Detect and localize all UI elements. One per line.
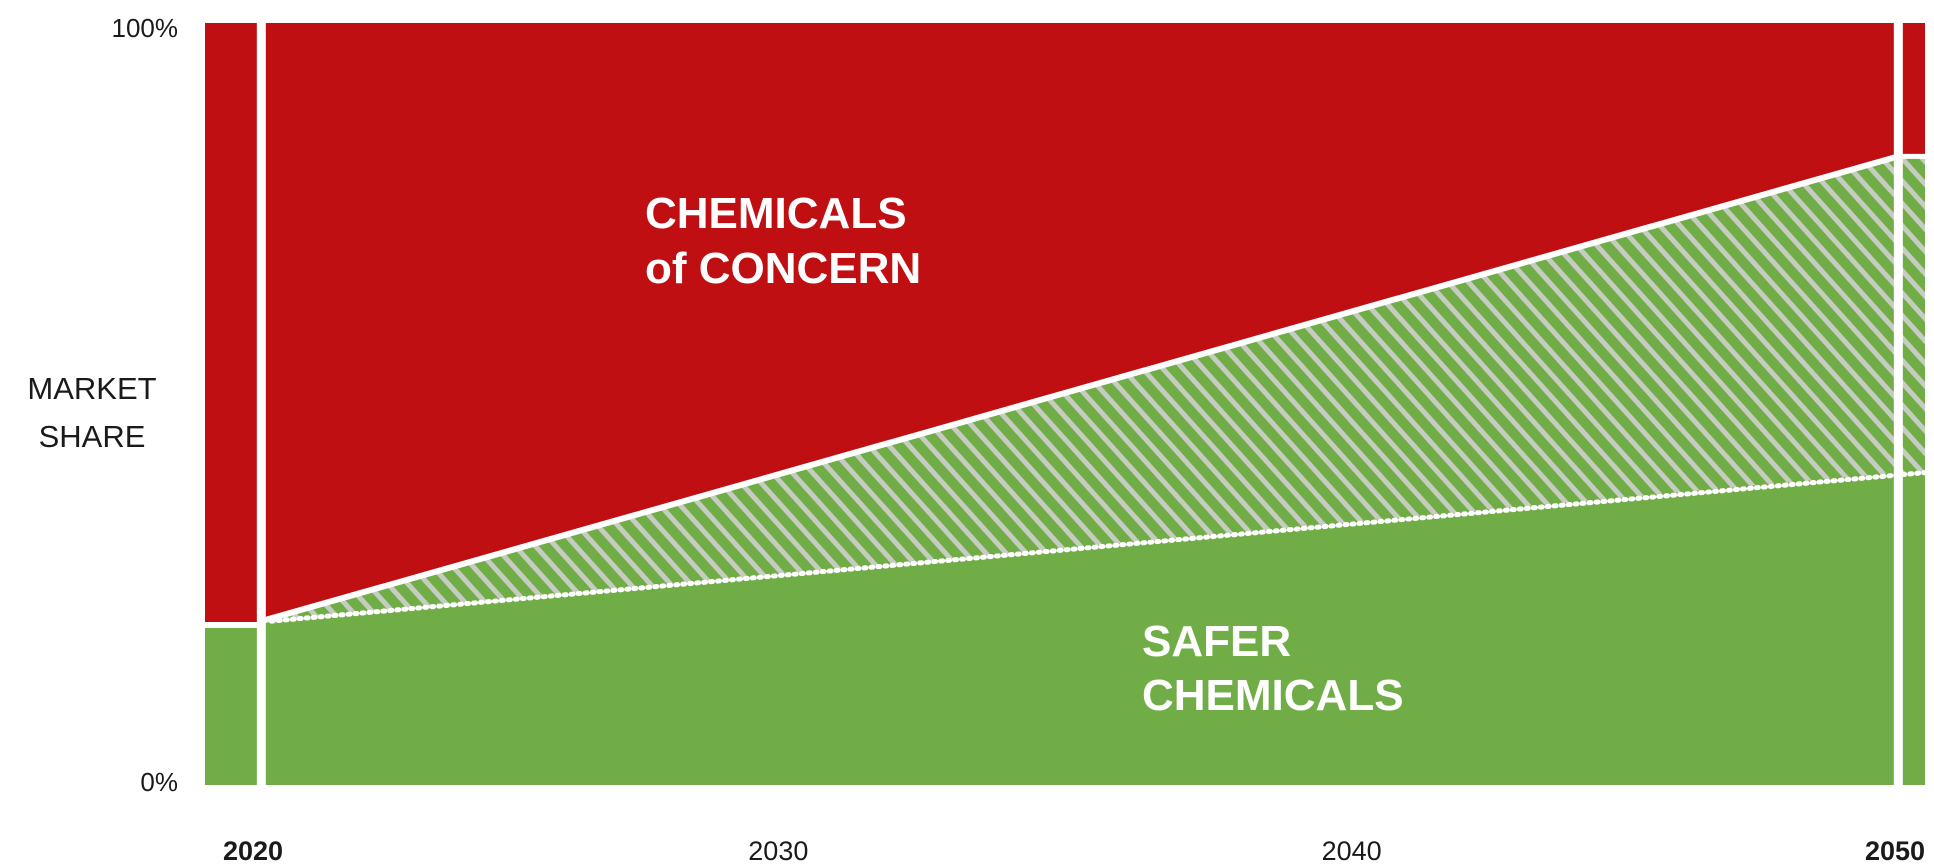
x-axis: 2020 2030 2040 2050	[223, 836, 1925, 865]
safer-chemicals-area	[261, 472, 1899, 785]
y-tick-label-100: 100%	[112, 13, 179, 43]
y-axis-label-line-2: SHARE	[39, 419, 146, 454]
safer-chemicals-area-2020	[205, 625, 262, 785]
x-tick-label-2020: 2020	[223, 836, 283, 865]
y-tick-label-0: 0%	[140, 767, 178, 797]
boundary-lines	[205, 21, 1928, 785]
x-tick-label-2030: 2030	[748, 836, 808, 865]
y-axis-label-line-1: MARKET	[27, 371, 156, 406]
chemicals-of-concern-label-line-1: CHEMICALS	[645, 189, 907, 238]
safer-chemicals-label-line-1: SAFER	[1142, 617, 1291, 666]
x-tick-label-2050: 2050	[1865, 836, 1925, 865]
plot-areas	[205, 23, 1925, 785]
upper-boundary-line	[258, 153, 1902, 625]
y-axis: 0% 100%	[112, 13, 179, 797]
safer-chemicals-label-line-2: CHEMICALS	[1142, 671, 1404, 720]
safer-chemicals-area-2050-solid	[1898, 472, 1925, 785]
chemicals-of-concern-label-line-2: of CONCERN	[645, 244, 921, 293]
lower-dotted-boundary-line	[268, 470, 1928, 624]
x-tick-label-2040: 2040	[1322, 836, 1382, 865]
